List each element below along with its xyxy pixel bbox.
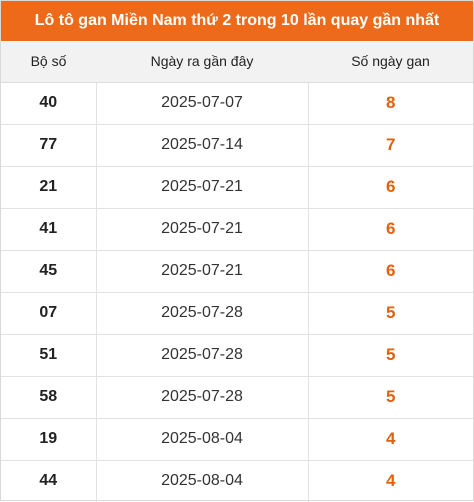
- row-days: 6: [308, 208, 473, 251]
- row-number: 77: [1, 124, 97, 167]
- row-number: 51: [1, 334, 97, 377]
- row-days: 6: [308, 250, 473, 293]
- row-days: 5: [308, 292, 473, 335]
- table-row: 07 2025-07-28 5: [1, 292, 473, 335]
- table-row: 40 2025-07-07 8: [1, 82, 473, 125]
- table-row: 58 2025-07-28 5: [1, 376, 473, 419]
- table-row: 21 2025-07-21 6: [1, 166, 473, 209]
- column-header-days: Số ngày gan: [308, 41, 473, 83]
- row-number: 45: [1, 250, 97, 293]
- row-days: 5: [308, 334, 473, 377]
- row-number: 40: [1, 82, 97, 125]
- row-days: 5: [308, 376, 473, 419]
- row-number: 21: [1, 166, 97, 209]
- row-days: 8: [308, 82, 473, 125]
- row-date: 2025-07-28: [96, 292, 309, 335]
- row-date: 2025-08-04: [96, 460, 309, 502]
- row-date: 2025-07-28: [96, 376, 309, 419]
- row-number: 58: [1, 376, 97, 419]
- table-row: 51 2025-07-28 5: [1, 334, 473, 377]
- row-days: 4: [386, 471, 396, 491]
- table-row: 77 2025-07-14 7: [1, 124, 473, 167]
- table-row: 19 2025-08-04 4: [1, 418, 473, 461]
- row-number: 41: [1, 208, 97, 251]
- row-date: 2025-07-14: [96, 124, 309, 167]
- row-date: 2025-07-07: [96, 82, 309, 125]
- column-header-last-date: Ngày ra gần đây: [96, 41, 308, 83]
- row-date: 2025-07-21: [96, 250, 309, 293]
- table-header-row: Bộ số Ngày ra gần đây Số ngày gan: [1, 41, 473, 83]
- table-row: 41 2025-07-21 6: [1, 208, 473, 251]
- row-days: 7: [308, 124, 473, 167]
- column-header-number: Bộ số: [1, 41, 96, 83]
- row-number: 07: [1, 292, 97, 335]
- row-days: 4: [308, 418, 473, 461]
- row-date: 2025-07-21: [96, 166, 309, 209]
- row-number: 44: [1, 460, 97, 502]
- row-number: 19: [1, 418, 97, 461]
- table-row: 44 2025-08-04 4: [1, 460, 473, 502]
- table-title: Lô tô gan Miền Nam thứ 2 trong 10 lần qu…: [1, 1, 473, 41]
- table-row: 45 2025-07-21 6: [1, 250, 473, 293]
- row-date: 2025-08-04: [96, 418, 309, 461]
- row-date: 2025-07-21: [96, 208, 309, 251]
- gan-table: Bộ số Ngày ra gần đây Số ngày gan 40 202…: [1, 41, 473, 502]
- row-date: 2025-07-28: [96, 334, 309, 377]
- row-days: 6: [308, 166, 473, 209]
